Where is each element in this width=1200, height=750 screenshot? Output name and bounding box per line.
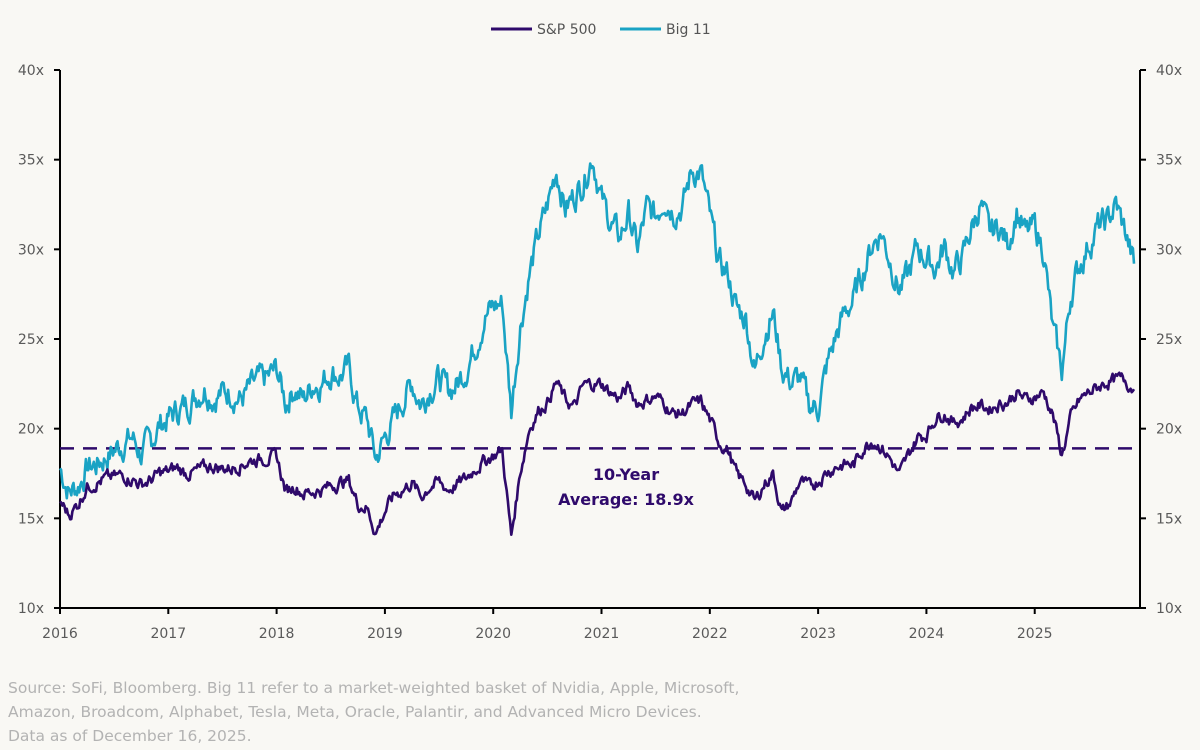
x-tick-label: 2018	[259, 626, 295, 642]
legend-label-sp500: S&P 500	[537, 22, 596, 38]
pe-ratio-chart: S&P 500 Big 11 10x 15x 20x 25x 30x 35x 40x 10x…	[18, 22, 1182, 642]
y-ticks-right: 10x 15x 20x 25x 30x 35x 40x	[1140, 63, 1182, 617]
x-tick-label: 2022	[692, 626, 728, 642]
y-tick-label-left: 35x	[18, 153, 44, 169]
y-tick-label-right: 25x	[1156, 332, 1182, 348]
y-tick-label-left: 10x	[18, 601, 44, 617]
footnote-line: Source: SoFi, Bloomberg. Big 11 refer to…	[8, 679, 740, 697]
axes	[59, 70, 1141, 609]
y-tick-label-right: 35x	[1156, 153, 1182, 169]
x-tick-label: 2021	[584, 626, 620, 642]
y-tick-label-left: 20x	[18, 422, 44, 438]
y-tick-label-left: 25x	[18, 332, 44, 348]
y-tick-label-left: 15x	[18, 511, 44, 527]
x-tick-label: 2016	[42, 626, 78, 642]
average-annotation-line2: Average: 18.9x	[558, 490, 695, 509]
x-tick-label: 2020	[475, 626, 511, 642]
footnote-line: Data as of December 16, 2025.	[8, 727, 252, 745]
x-tick-label: 2024	[909, 626, 945, 642]
series-line-big11	[58, 162, 1136, 500]
x-tick-label: 2019	[367, 626, 403, 642]
footnote-line: Amazon, Broadcom, Alphabet, Tesla, Meta,…	[8, 703, 702, 721]
legend-label-big11: Big 11	[666, 22, 711, 38]
legend: S&P 500 Big 11	[491, 22, 711, 38]
x-tick-label: 2025	[1017, 626, 1053, 642]
series-line-sp500	[59, 371, 1136, 536]
x-tick-label: 2023	[800, 626, 836, 642]
y-tick-label-left: 30x	[18, 242, 44, 258]
y-tick-label-right: 15x	[1156, 511, 1182, 527]
y-ticks-left: 10x 15x 20x 25x 30x 35x 40x	[18, 63, 60, 617]
y-tick-label-left: 40x	[18, 63, 44, 79]
source-footnote: Source: SoFi, Bloomberg. Big 11 refer to…	[8, 676, 908, 748]
average-annotation-line1: 10-Year	[593, 465, 659, 484]
x-tick-label: 2017	[150, 626, 186, 642]
x-ticks: 2016 2017 2018 2019 2020 2021 2022 2023 2024 2025	[42, 608, 1053, 642]
y-tick-label-right: 20x	[1156, 422, 1182, 438]
y-tick-label-right: 40x	[1156, 63, 1182, 79]
y-tick-label-right: 10x	[1156, 601, 1182, 617]
y-tick-label-right: 30x	[1156, 242, 1182, 258]
